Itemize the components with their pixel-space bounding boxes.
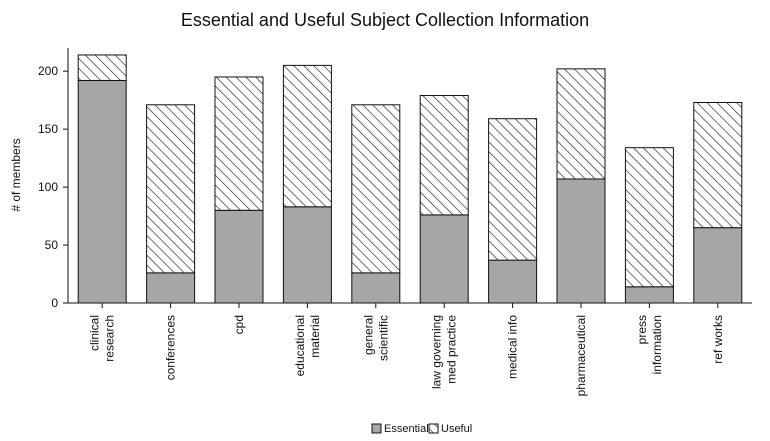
bar-useful [625,148,673,287]
category-label-line: ref works [711,315,725,364]
category-label-line: cpd [232,315,246,334]
category-label: press information [635,315,664,374]
category-label: medical info [506,315,520,379]
bar-useful [78,55,126,81]
bar-essential [215,210,263,303]
category-label-line: pharmaceutical [574,315,588,396]
category-label: pharmaceutical [574,315,588,396]
category-label-line: material [308,315,322,358]
legend-swatch [429,424,438,433]
category-label: cpd [232,315,246,334]
bars [78,55,742,303]
y-axis-label: # of members [9,138,23,211]
y-tick-label: 0 [51,296,58,310]
bar-useful [694,102,742,227]
category-label: ref works [711,315,725,364]
category-label: law governing med practice [430,315,459,389]
category-label: educational material [293,315,322,376]
category-label-line: information [650,315,664,374]
category-label-line: clinical [88,315,102,351]
legend-label: Useful [441,423,472,435]
bar-essential [420,215,468,303]
bar-useful [489,119,537,260]
category-label-line: educational [293,315,307,376]
y-tick-label: 150 [38,122,58,136]
category-label-line: law governing [430,315,444,389]
category-label: conferences [164,315,178,380]
legend-swatch [372,424,381,433]
bar-useful [147,105,195,273]
bar-essential [147,273,195,303]
category-label-line: press [635,315,649,344]
legend-label: Essential [384,423,429,435]
legend: Essential Useful [372,423,472,435]
category-label: clinical research [88,315,117,362]
bar-useful [215,77,263,210]
bar-useful [283,65,331,206]
category-label-line: research [103,315,117,362]
bar-essential [557,179,605,303]
category-label-line: medical info [506,315,520,379]
category-label-line: scientific [376,315,390,361]
chart-title: Essential and Useful Subject Collection … [181,10,589,30]
legend-essential: Essential [372,423,429,435]
bar-useful [420,96,468,215]
category-labels: clinical research conferences cpd educationa… [88,315,725,397]
legend-useful: Useful [429,423,472,435]
bar-essential [625,287,673,303]
bar-essential [78,80,126,303]
x-axis [68,303,752,308]
category-label-line: med practice [445,315,459,384]
y-tick-label: 100 [38,180,58,194]
y-tick-label: 50 [45,238,59,252]
category-label: general scientific [361,315,390,361]
y-axis: 0 50 100 150 200 [38,48,68,310]
bar-essential [352,273,400,303]
category-label-line: general [361,315,375,355]
bar-useful [557,69,605,179]
bar-essential [694,228,742,303]
bar-essential [283,207,331,303]
bar-useful [352,105,400,273]
bar-essential [489,260,537,303]
category-label-line: conferences [164,315,178,380]
y-tick-label: 200 [38,64,58,78]
